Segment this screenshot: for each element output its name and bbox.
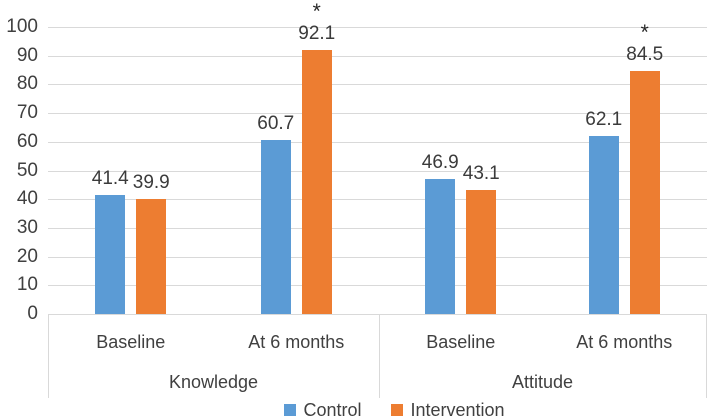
control-swatch-icon [284, 404, 297, 416]
x-axis-line [48, 314, 707, 315]
category-label-knowledge-at-6-months: At 6 months [248, 332, 345, 352]
gridline-90 [48, 55, 707, 57]
gridline-30 [48, 227, 707, 229]
group-label-attitude: Attitude [511, 372, 574, 392]
gridline-100 [48, 27, 707, 28]
y-tick-label-20: 20 [16, 245, 38, 267]
y-tick-label-70: 70 [16, 102, 38, 124]
y-tick-label-40: 40 [16, 188, 38, 210]
y-tick-label-30: 30 [16, 216, 38, 238]
y-tick-label-50: 50 [16, 159, 38, 181]
legend-label-intervention: Intervention [410, 400, 505, 419]
y-tick-label-0: 0 [27, 303, 38, 324]
legend-item-control: Control [284, 401, 361, 419]
data-label-intervention-attitude-baseline: 43.1 [462, 163, 500, 185]
legend: Control Intervention [0, 401, 709, 419]
y-tick-label-100: 100 [6, 16, 38, 37]
gridline-60 [48, 141, 707, 143]
bar-control-attitude-baseline [425, 179, 456, 314]
intervention-swatch-icon [391, 404, 404, 416]
bar-intervention-attitude-at-6-months [629, 71, 660, 314]
data-label-intervention-attitude-at-6-months: 84.5 [626, 44, 664, 66]
gridline-70 [48, 113, 707, 115]
data-label-control-attitude-baseline: 46.9 [421, 152, 459, 174]
data-label-control-attitude-at-6-months: 62.1 [585, 108, 623, 130]
data-label-control-knowledge-baseline: 41.4 [91, 168, 129, 190]
significance-asterisk-intervention-attitude-at-6-months: * [640, 21, 649, 45]
y-tick-label-90: 90 [16, 44, 38, 66]
bar-control-knowledge-baseline [95, 195, 126, 314]
category-label-knowledge-baseline: Baseline [96, 332, 166, 352]
significance-asterisk-intervention-knowledge-at-6-months: * [312, 0, 321, 23]
category-label-attitude-baseline: Baseline [426, 332, 496, 352]
data-label-intervention-knowledge-at-6-months: 92.1 [298, 22, 336, 44]
gridline-40 [48, 199, 707, 201]
y-tick-label-60: 60 [16, 130, 38, 152]
data-label-intervention-knowledge-baseline: 39.9 [132, 172, 170, 194]
category-label-attitude-at-6-months: At 6 months [576, 332, 673, 352]
category-divider-1 [379, 314, 380, 398]
gridline-10 [48, 285, 707, 287]
category-divider-2 [706, 314, 707, 398]
bar-intervention-knowledge-baseline [136, 199, 167, 314]
group-label-knowledge: Knowledge [168, 372, 259, 392]
data-label-control-knowledge-at-6-months: 60.7 [257, 112, 295, 134]
gridline-80 [48, 84, 707, 86]
legend-item-intervention: Intervention [391, 400, 505, 419]
gridline-50 [48, 170, 707, 172]
y-tick-label-80: 80 [16, 73, 38, 95]
bar-control-attitude-at-6-months [588, 135, 619, 314]
legend-label-control: Control [303, 400, 362, 419]
gridline-20 [48, 256, 707, 258]
bar-intervention-knowledge-at-6-months [301, 49, 332, 314]
bar-control-knowledge-at-6-months [260, 139, 291, 314]
bar-intervention-attitude-baseline [466, 190, 497, 314]
y-tick-label-10: 10 [16, 274, 38, 296]
category-divider-0 [48, 314, 49, 398]
